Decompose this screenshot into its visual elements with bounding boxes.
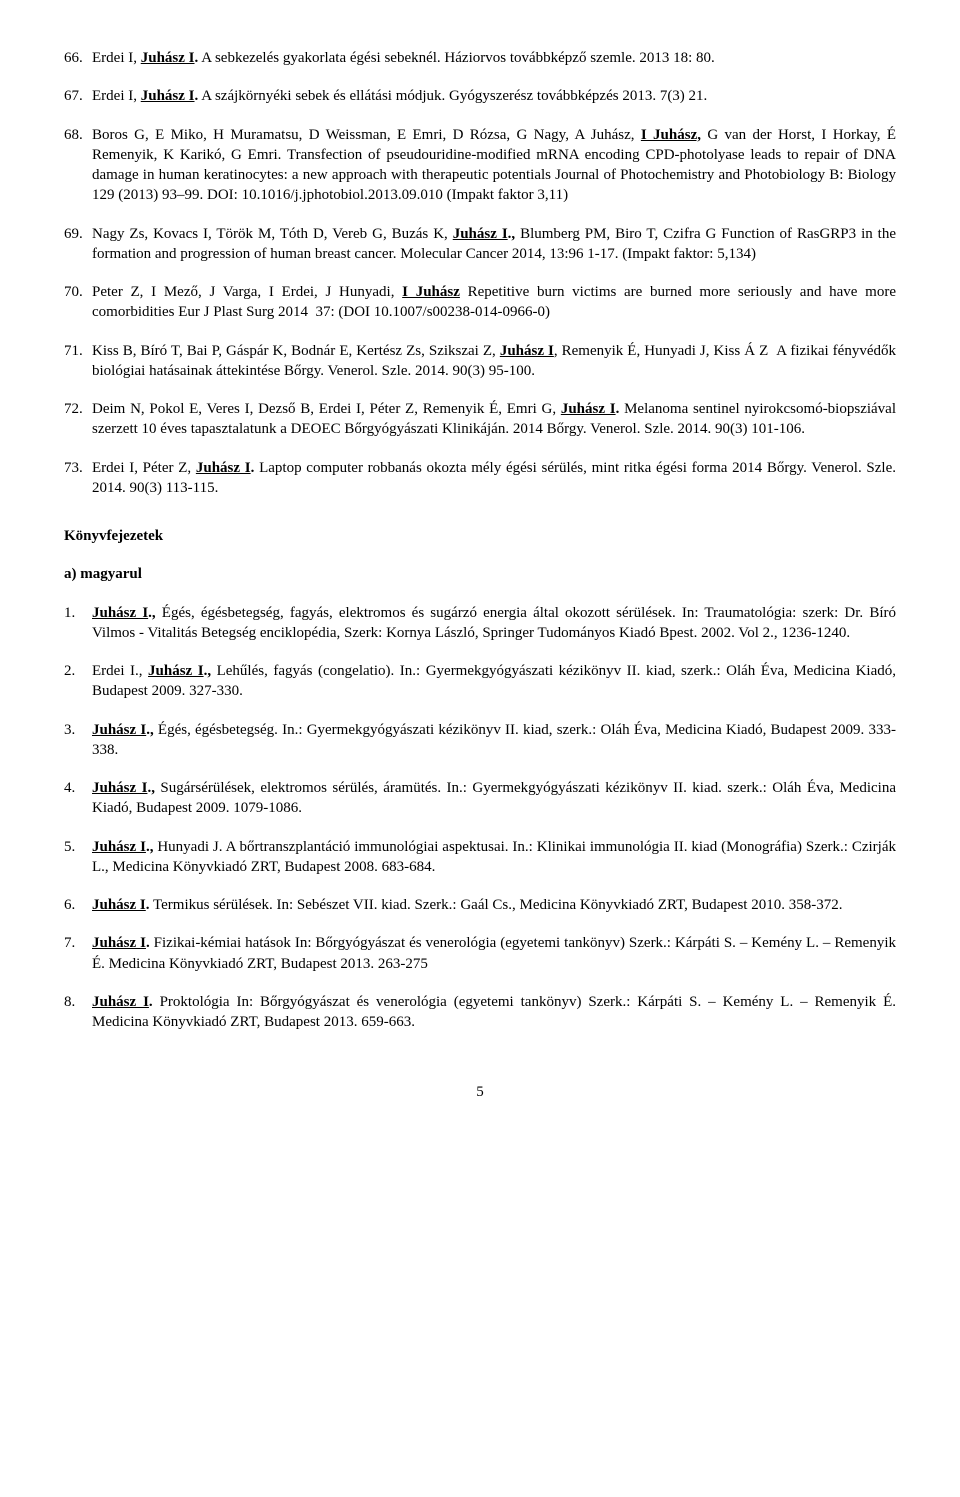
reference-text: Juhász I., Égés, égésbetegség, fagyás, e…	[92, 603, 896, 644]
page-number: 5	[64, 1082, 896, 1102]
reference-item: 5.Juhász I., Hunyadi J. A bőrtranszplant…	[64, 837, 896, 878]
reference-item: 68.Boros G, E Miko, H Muramatsu, D Weiss…	[64, 125, 896, 206]
reference-text: Peter Z, I Mező, J Varga, I Erdei, J Hun…	[92, 282, 896, 323]
reference-item: 70.Peter Z, I Mező, J Varga, I Erdei, J …	[64, 282, 896, 323]
reference-number: 66.	[64, 48, 92, 68]
reference-number: 1.	[64, 603, 92, 644]
reference-number: 4.	[64, 778, 92, 819]
reference-item: 8.Juhász I. Proktológia In: Bőrgyógyásza…	[64, 992, 896, 1033]
reference-item: 2.Erdei I., Juhász I., Lehűlés, fagyás (…	[64, 661, 896, 702]
reference-number: 6.	[64, 895, 92, 915]
reference-item: 6.Juhász I. Termikus sérülések. In: Sebé…	[64, 895, 896, 915]
reference-number: 5.	[64, 837, 92, 878]
reference-item: 71.Kiss B, Bíró T, Bai P, Gáspár K, Bodn…	[64, 341, 896, 382]
reference-text: Erdei I., Juhász I., Lehűlés, fagyás (co…	[92, 661, 896, 702]
reference-text: Erdei I, Péter Z, Juhász I. Laptop compu…	[92, 458, 896, 499]
reference-item: 69.Nagy Zs, Kovacs I, Török M, Tóth D, V…	[64, 224, 896, 265]
reference-text: Juhász I., Hunyadi J. A bőrtranszplantác…	[92, 837, 896, 878]
reference-text: Juhász I., Égés, égésbetegség. In.: Gyer…	[92, 720, 896, 761]
reference-number: 3.	[64, 720, 92, 761]
reference-item: 73.Erdei I, Péter Z, Juhász I. Laptop co…	[64, 458, 896, 499]
reference-text: Juhász I., Sugársérülések, elektromos sé…	[92, 778, 896, 819]
reference-list-b: 1.Juhász I., Égés, égésbetegség, fagyás,…	[64, 603, 896, 1033]
reference-text: Erdei I, Juhász I. A szájkörnyéki sebek …	[92, 86, 896, 106]
reference-text: Deim N, Pokol E, Veres I, Dezső B, Erdei…	[92, 399, 896, 440]
reference-item: 3.Juhász I., Égés, égésbetegség. In.: Gy…	[64, 720, 896, 761]
reference-number: 7.	[64, 933, 92, 974]
reference-number: 67.	[64, 86, 92, 106]
reference-text: Erdei I, Juhász I. A sebkezelés gyakorla…	[92, 48, 896, 68]
reference-text: Kiss B, Bíró T, Bai P, Gáspár K, Bodnár …	[92, 341, 896, 382]
reference-list-a: 66.Erdei I, Juhász I. A sebkezelés gyako…	[64, 48, 896, 498]
reference-number: 71.	[64, 341, 92, 382]
reference-number: 2.	[64, 661, 92, 702]
subsection-title: a) magyarul	[64, 564, 896, 584]
section-title: Könyvfejezetek	[64, 526, 896, 546]
reference-number: 73.	[64, 458, 92, 499]
reference-number: 8.	[64, 992, 92, 1033]
reference-item: 72.Deim N, Pokol E, Veres I, Dezső B, Er…	[64, 399, 896, 440]
reference-text: Nagy Zs, Kovacs I, Török M, Tóth D, Vere…	[92, 224, 896, 265]
reference-text: Boros G, E Miko, H Muramatsu, D Weissman…	[92, 125, 896, 206]
reference-number: 69.	[64, 224, 92, 265]
reference-text: Juhász I. Termikus sérülések. In: Sebész…	[92, 895, 896, 915]
reference-text: Juhász I. Fizikai-kémiai hatások In: Bőr…	[92, 933, 896, 974]
reference-item: 1.Juhász I., Égés, égésbetegség, fagyás,…	[64, 603, 896, 644]
reference-item: 7.Juhász I. Fizikai-kémiai hatások In: B…	[64, 933, 896, 974]
reference-number: 72.	[64, 399, 92, 440]
reference-item: 67.Erdei I, Juhász I. A szájkörnyéki seb…	[64, 86, 896, 106]
reference-number: 70.	[64, 282, 92, 323]
reference-item: 4.Juhász I., Sugársérülések, elektromos …	[64, 778, 896, 819]
reference-item: 66.Erdei I, Juhász I. A sebkezelés gyako…	[64, 48, 896, 68]
reference-number: 68.	[64, 125, 92, 206]
reference-text: Juhász I. Proktológia In: Bőrgyógyászat …	[92, 992, 896, 1033]
